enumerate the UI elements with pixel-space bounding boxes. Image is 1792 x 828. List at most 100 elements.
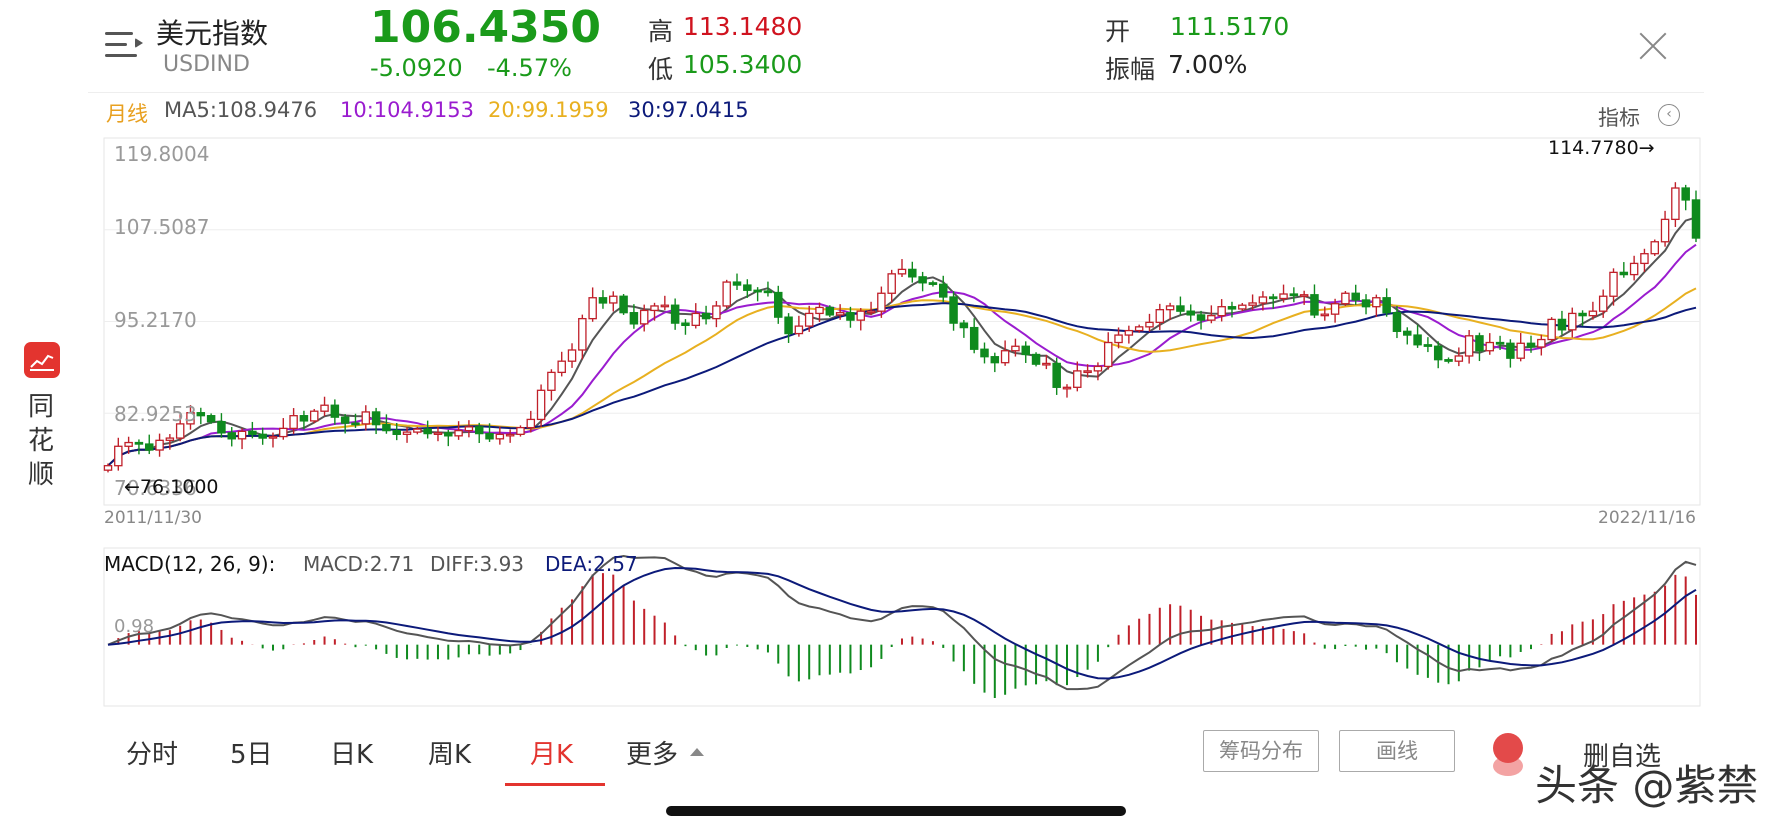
candle-body — [1629, 262, 1639, 276]
candle-body — [815, 306, 824, 315]
candle-body — [691, 312, 701, 327]
candle-body — [299, 415, 309, 422]
candle-body — [175, 423, 185, 439]
candle-body — [474, 426, 484, 435]
tab-timeshare[interactable]: 分时 — [126, 740, 179, 770]
candle-body — [1588, 310, 1598, 317]
candle-body — [1320, 313, 1330, 317]
amplitude-value: 7.00% — [1168, 50, 1248, 79]
candle-body — [371, 411, 381, 426]
candle-body — [258, 433, 267, 439]
candle-body — [1660, 218, 1670, 243]
open-label: 开 — [1105, 17, 1131, 46]
tab-5day[interactable]: 5日 — [230, 740, 273, 770]
candle-body — [1516, 342, 1525, 359]
chevron-left-icon[interactable]: ‹ — [1658, 104, 1680, 126]
candle-body — [578, 317, 587, 351]
candle-body — [1238, 304, 1247, 310]
candle-body — [588, 297, 597, 320]
candle-body — [1248, 302, 1257, 306]
candle-body — [289, 415, 298, 430]
candle-body — [1609, 271, 1618, 297]
high-value: 113.1480 — [683, 12, 803, 41]
candle-body — [1691, 199, 1701, 239]
price-change: -5.0920 — [370, 54, 463, 82]
low-label: 低 — [648, 55, 674, 84]
candle-body — [1073, 370, 1082, 388]
candle-body — [1351, 292, 1360, 301]
candle-body — [1537, 338, 1546, 348]
candle-body — [1433, 345, 1443, 361]
tab-weekly-k[interactable]: 周K — [428, 740, 472, 770]
candle-body — [1093, 365, 1103, 372]
draw-line-button[interactable]: 画线 — [1339, 730, 1455, 772]
candle-body — [959, 322, 969, 329]
candle-body — [1011, 345, 1020, 352]
candle-body — [639, 309, 649, 325]
record-dot-icon[interactable] — [1493, 733, 1523, 763]
candle-body — [1423, 344, 1433, 347]
candle-body — [1031, 353, 1041, 365]
candle-body — [423, 428, 432, 435]
tab-more[interactable]: 更多 — [626, 740, 679, 770]
candle-body — [382, 423, 391, 432]
candle-body — [1671, 187, 1680, 221]
watermark: 头条 @紫禁 — [1535, 761, 1759, 810]
active-tab-indicator — [505, 783, 605, 786]
candle-body — [784, 316, 793, 335]
x-end-date: 2022/11/16 — [1598, 508, 1696, 528]
candle-body — [351, 422, 360, 426]
remove-favorite-button[interactable]: 删自选 — [1583, 742, 1662, 772]
candle-body — [1568, 312, 1577, 331]
candle-body — [1124, 329, 1134, 336]
candle-body — [402, 431, 412, 435]
candle-body — [681, 322, 690, 327]
candle-body — [227, 432, 236, 440]
candle-body — [186, 412, 195, 425]
tab-monthly-k[interactable]: 月K — [530, 740, 574, 770]
candle-body — [268, 435, 278, 439]
candle-body — [1475, 335, 1484, 352]
candle-body — [206, 415, 216, 423]
candle-body — [114, 445, 123, 467]
candle-body — [598, 297, 608, 304]
candle-body — [1165, 305, 1175, 311]
candle-body — [155, 439, 164, 451]
candle-body — [804, 312, 814, 327]
brand-char-3: 顺 — [28, 460, 55, 490]
candle-body — [1062, 386, 1072, 390]
macd-params: MACD(12, 26, 9): — [104, 552, 276, 576]
macd-zero-label: 0.98 — [114, 616, 155, 637]
candle-body — [165, 437, 175, 441]
candle-body — [1155, 309, 1165, 324]
candle-body — [1134, 326, 1144, 332]
candle-body — [196, 412, 206, 417]
candle-body — [134, 441, 144, 445]
last-price: 106.4350 — [370, 2, 602, 53]
candle-body — [361, 411, 371, 425]
tonghuashun-logo-icon[interactable] — [24, 342, 60, 378]
tab-daily-k[interactable]: 日K — [330, 740, 374, 770]
menu-icon[interactable] — [105, 32, 145, 62]
candle-body — [454, 429, 463, 437]
candle-body — [1557, 318, 1567, 331]
candle-body — [516, 426, 525, 435]
candle-body — [1196, 314, 1206, 321]
candle-body — [990, 356, 1000, 364]
candle-body — [433, 432, 443, 435]
candle-body — [1258, 296, 1268, 304]
instrument-code: USDIND — [163, 52, 250, 77]
min-annotation: ←76.1000 — [124, 476, 219, 498]
chip-distribution-button[interactable]: 筹码分布 — [1203, 730, 1319, 772]
candle-body — [825, 306, 835, 316]
candle-body — [794, 325, 804, 335]
candle-body — [650, 305, 659, 312]
indicator-button[interactable]: 指标 — [1598, 106, 1640, 130]
y-tick-4: 82.9253 — [114, 402, 197, 426]
candle-body — [1444, 359, 1453, 362]
price-change-pct: -4.57% — [487, 54, 572, 82]
candle-body — [1578, 312, 1587, 317]
caret-up-icon[interactable] — [690, 748, 704, 756]
y-tick-3: 95.2170 — [114, 308, 197, 332]
